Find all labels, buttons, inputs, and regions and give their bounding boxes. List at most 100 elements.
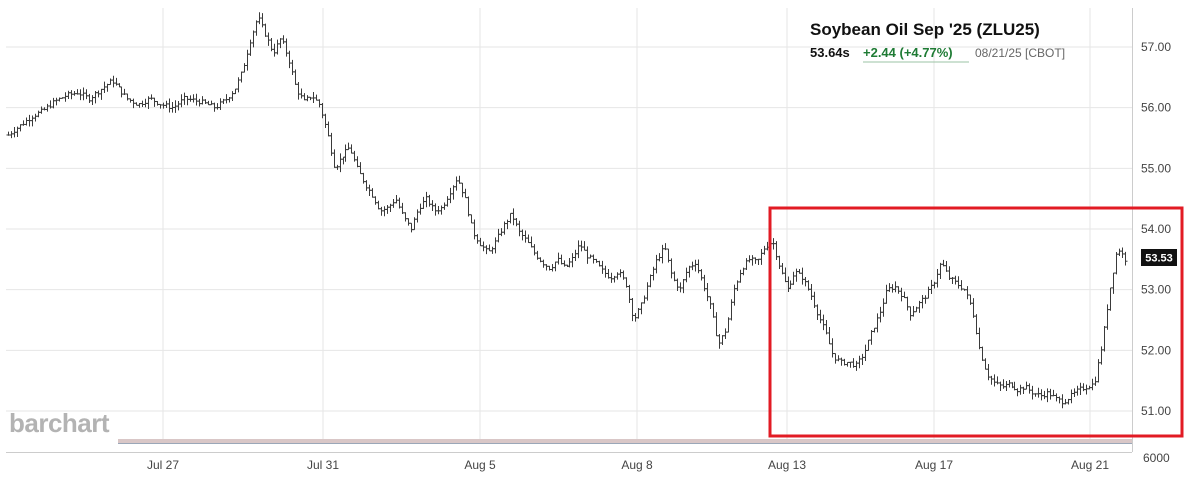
ohlc-bar xyxy=(815,304,820,321)
ohlc-bar xyxy=(266,32,271,46)
ohlc-bar xyxy=(977,327,982,350)
ohlc-bar xyxy=(439,205,444,215)
ohlc-bar xyxy=(475,234,480,244)
ohlc-bar xyxy=(415,209,420,223)
ohlc-bar xyxy=(1015,388,1020,397)
ohlc-bar xyxy=(1123,251,1128,266)
ohlc-bar xyxy=(1018,384,1023,395)
ohlc-bar xyxy=(523,230,528,243)
ohlc-bar xyxy=(1021,386,1026,394)
ohlc-bar xyxy=(965,286,970,300)
ohlc-bar xyxy=(684,267,689,283)
ohlc-bar xyxy=(553,261,558,272)
ohlc-bar xyxy=(239,71,244,83)
ohlc-bar xyxy=(884,284,889,304)
ohlc-bar xyxy=(929,279,934,295)
ohlc-bar xyxy=(723,328,728,340)
ohlc-bar xyxy=(436,205,441,215)
y-axis: 57.00 56.00 55.00 54.00 53.00 52.00 51.00 xyxy=(1141,40,1171,418)
ohlc-bar xyxy=(346,142,351,151)
ohlc-bar xyxy=(1042,390,1047,400)
ohlc-bar xyxy=(490,246,495,254)
ohlc-bar xyxy=(529,236,534,248)
ohlc-bar xyxy=(839,357,844,366)
ohlc-bar xyxy=(675,278,680,291)
ohlc-bar xyxy=(445,196,450,207)
ohlc-bar xyxy=(332,149,337,168)
ohlc-bar xyxy=(902,291,907,299)
ohlc-bar xyxy=(511,208,516,226)
chart-title: Soybean Oil Sep '25 (ZLU25) xyxy=(810,20,1040,39)
ohlc-bar xyxy=(302,93,307,101)
ohlc-bar xyxy=(714,312,719,337)
ohlc-bar xyxy=(373,196,378,205)
ohlc-bar xyxy=(463,188,468,199)
ohlc-bar xyxy=(329,132,334,156)
price-change: +2.44 (+4.77%) xyxy=(863,45,953,60)
ohlc-bar xyxy=(176,100,181,111)
ohlc-bar xyxy=(376,200,381,210)
ohlc-bar xyxy=(648,274,653,288)
ohlc-bar xyxy=(1078,382,1083,395)
ohlc-bar xyxy=(188,95,193,102)
y-tick-label: 51.00 xyxy=(1141,404,1171,418)
ohlc-bar xyxy=(1117,248,1122,257)
ohlc-bar xyxy=(980,346,985,361)
ohlc-bar xyxy=(66,90,71,100)
ohlc-bar xyxy=(1030,385,1035,400)
ohlc-bar xyxy=(585,246,590,264)
ohlc-bar xyxy=(681,278,686,294)
ohlc-bar xyxy=(744,258,749,270)
ohlc-bar xyxy=(836,355,841,362)
ohlc-bar xyxy=(567,257,572,268)
ohlc-bar xyxy=(576,240,581,259)
ohlc-bar xyxy=(579,240,584,252)
ohlc-bar xyxy=(582,241,587,251)
ohlc-bar xyxy=(992,374,997,387)
ohlc-bar xyxy=(9,131,14,139)
ohlc-bar xyxy=(854,360,859,371)
ohlc-bar xyxy=(630,297,635,322)
ohlc-bar xyxy=(51,97,56,109)
ohlc-bar xyxy=(99,88,104,100)
ohlc-bar xyxy=(448,187,453,204)
ohlc-bar xyxy=(496,228,501,243)
ohlc-bar xyxy=(833,353,838,364)
ohlc-bar xyxy=(986,364,991,381)
ohlc-bar xyxy=(866,339,871,351)
ohlc-bar xyxy=(905,296,910,311)
ohlc-bar xyxy=(230,91,235,102)
ohlc-bar xyxy=(299,88,304,99)
ohlc-bar xyxy=(609,272,614,283)
ohlc-bar xyxy=(627,284,632,303)
ohlc-bar xyxy=(711,302,716,318)
ohlc-bar xyxy=(457,175,462,184)
ohlc-bar xyxy=(197,98,202,107)
ohlc-bar xyxy=(382,206,387,217)
ohlc-bar xyxy=(454,176,459,191)
ohlc-bar xyxy=(355,156,360,168)
ohlc-bar xyxy=(791,271,796,285)
ohlc-bar xyxy=(108,78,113,86)
ohlc-bar xyxy=(600,260,605,274)
ohlc-bar xyxy=(469,214,474,224)
ohlc-bar xyxy=(433,203,438,216)
ohlc-bar xyxy=(281,35,286,44)
ohlc-bar xyxy=(618,269,623,278)
ohlc-bar xyxy=(1108,287,1113,311)
grid xyxy=(6,8,1133,453)
ohlc-bar xyxy=(818,309,823,324)
ohlc-bar xyxy=(152,97,157,107)
ohlc-bar xyxy=(562,260,567,267)
ohlc-bar xyxy=(287,50,292,69)
current-price-label: 53.53 xyxy=(1145,253,1173,265)
ohlc-bar xyxy=(780,263,785,275)
ohlc-bar xyxy=(442,202,447,210)
ohlc-bar xyxy=(645,282,650,301)
ohlc-bar xyxy=(845,361,850,367)
ohlc-bar xyxy=(63,92,68,102)
current-price-marker: 53.53 xyxy=(1141,249,1177,266)
ohlc-bar xyxy=(224,94,229,104)
ohlc-bar xyxy=(87,93,92,104)
